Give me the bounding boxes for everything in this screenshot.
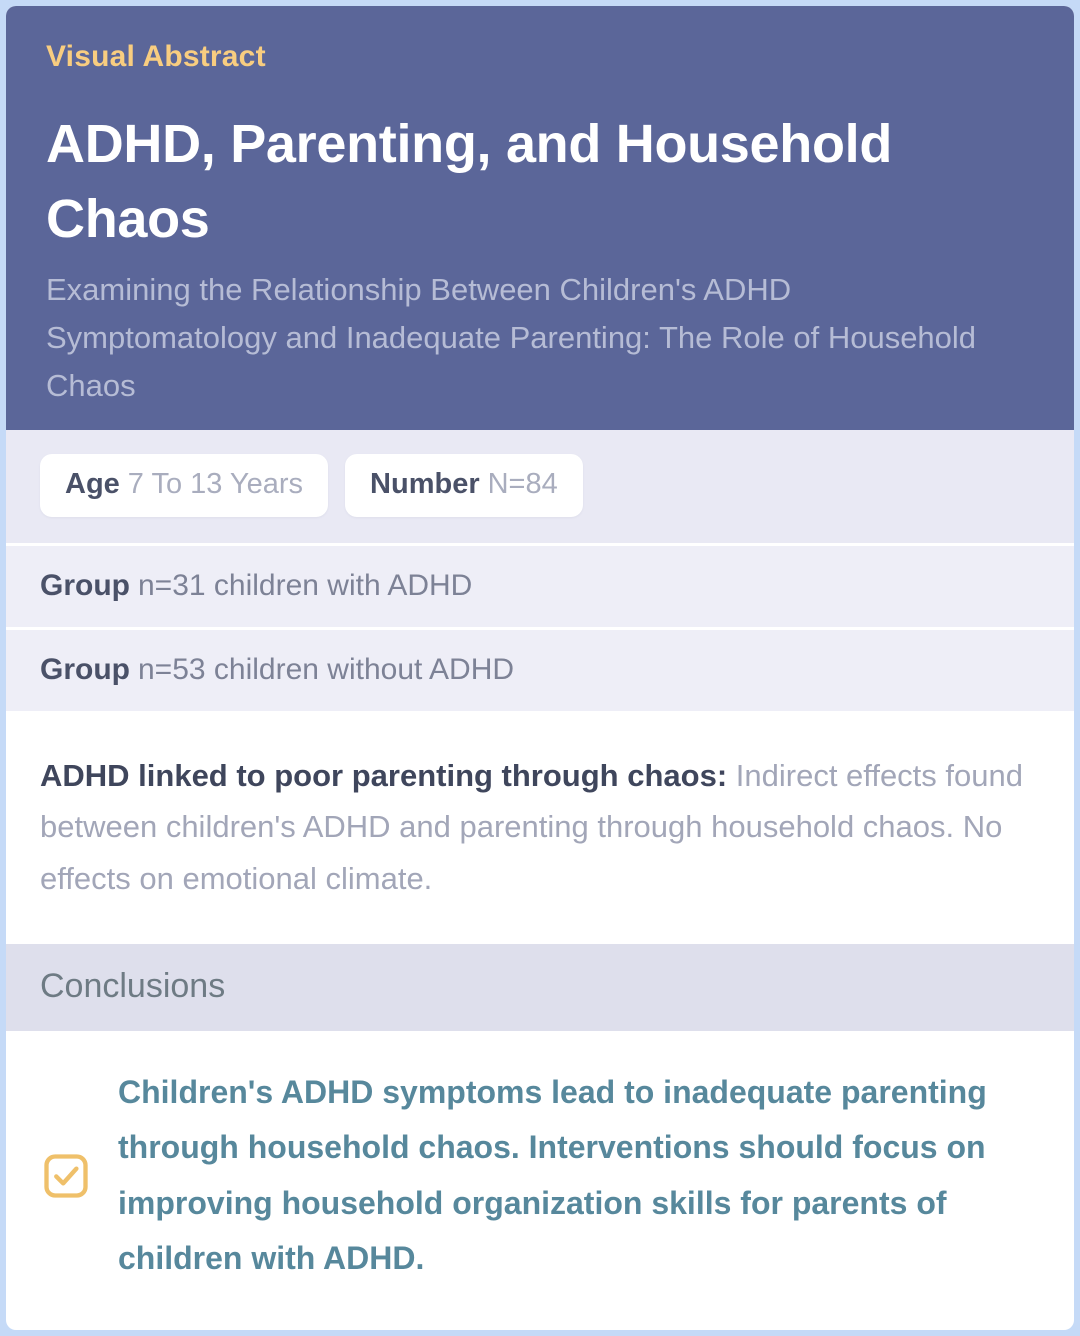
badge-age-label: Age bbox=[65, 468, 120, 500]
metadata-badge-row: Age 7 To 13 Years Number N=84 bbox=[6, 430, 1074, 546]
finding-body: Indirect effects found between children'… bbox=[40, 757, 1023, 896]
visual-abstract-card: Visual Abstract ADHD, Parenting, and Hou… bbox=[6, 6, 1074, 1330]
conclusions-header: Conclusions bbox=[6, 944, 1074, 1032]
checkbox-checked-icon bbox=[40, 1150, 92, 1202]
header-section: Visual Abstract ADHD, Parenting, and Hou… bbox=[6, 6, 1074, 430]
findings-section: ADHD linked to poor parenting through ch… bbox=[6, 713, 1074, 945]
badge-age: Age 7 To 13 Years bbox=[40, 454, 329, 517]
conclusions-title: Conclusions bbox=[40, 967, 226, 1006]
badge-age-value: 7 To 13 Years bbox=[127, 468, 304, 500]
group-value: n=53 children without ADHD bbox=[138, 652, 515, 686]
conclusions-body: Children's ADHD symptoms lead to inadequ… bbox=[6, 1031, 1074, 1321]
group-label: Group bbox=[40, 652, 130, 686]
badge-number: Number N=84 bbox=[345, 454, 583, 517]
eyebrow-label: Visual Abstract bbox=[46, 40, 266, 73]
group-value: n=31 children with ADHD bbox=[138, 568, 473, 602]
group-row: Group n=53 children without ADHD bbox=[6, 629, 1074, 714]
page-subtitle: Examining the Relationship Between Child… bbox=[46, 272, 977, 404]
group-row: Group n=31 children with ADHD bbox=[6, 545, 1074, 630]
group-label: Group bbox=[40, 568, 130, 602]
badge-number-value: N=84 bbox=[487, 468, 558, 500]
finding-heading: ADHD linked to poor parenting through ch… bbox=[40, 757, 728, 793]
conclusion-text: Children's ADHD symptoms lead to inadequ… bbox=[118, 1074, 987, 1277]
finding-item: ADHD linked to poor parenting through ch… bbox=[40, 750, 1030, 904]
badge-number-label: Number bbox=[370, 468, 480, 500]
page-title: ADHD, Parenting, and Household Chaos bbox=[46, 114, 893, 249]
